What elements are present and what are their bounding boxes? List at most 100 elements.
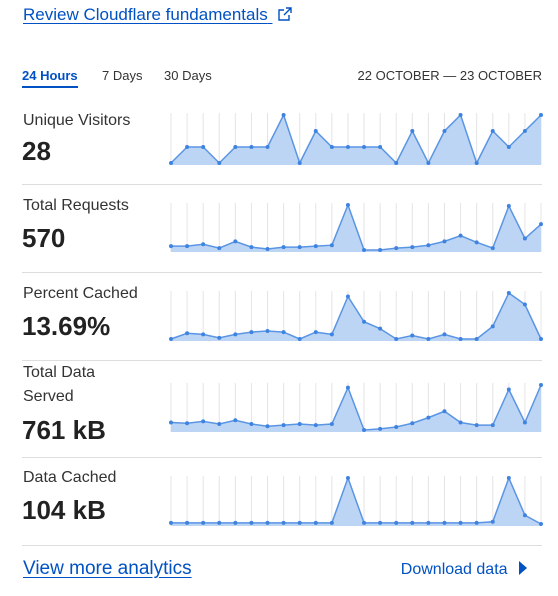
sparkline [169, 475, 543, 526]
sparkline-point [217, 246, 222, 251]
sparkline-point [506, 291, 511, 295]
sparkline-point [362, 428, 367, 432]
sparkline-point [378, 145, 383, 149]
sparkline-point [345, 294, 350, 299]
sparkline-point [185, 520, 190, 525]
sparkline-point [297, 161, 302, 165]
sparkline-point [474, 161, 479, 165]
sparkline-area [171, 385, 541, 432]
metric-row: Total Data Served 761 kB [22, 361, 543, 458]
sparkline-point [297, 520, 302, 525]
metric-label: Total Requests [23, 197, 129, 214]
sparkline-point [345, 145, 350, 149]
tab[interactable]: 30 Days [164, 68, 212, 83]
metric-label: Unique Visitors [23, 112, 131, 129]
tab[interactable]: 7 Days [102, 68, 143, 83]
sparkline-area [171, 115, 541, 165]
sparkline-point [265, 145, 270, 149]
sparkline-point [458, 233, 463, 238]
sparkline-point [185, 145, 190, 149]
sparkline-point [201, 145, 206, 149]
metric-value: 761 kB [22, 415, 106, 445]
sparkline-point [313, 423, 318, 428]
sparkline [169, 113, 543, 165]
sparkline-point [249, 330, 254, 335]
sparkline-point [345, 385, 350, 390]
sparkline-point [442, 409, 447, 414]
sparkline-point [201, 332, 206, 337]
sparkline-point [490, 324, 495, 329]
sparkline-point [265, 424, 270, 429]
sparkline-point [329, 520, 334, 525]
metric-value: 28 [22, 136, 51, 166]
sparkline-point [265, 328, 270, 333]
sparkline-point [474, 337, 479, 341]
sparkline-point [490, 129, 495, 133]
sparkline-point [362, 145, 367, 149]
sparkline-point [522, 420, 527, 425]
sparkline-point [329, 332, 334, 337]
sparkline-point [490, 246, 495, 251]
metric-value: 13.69% [22, 311, 111, 341]
sparkline-point [313, 330, 318, 335]
sparkline-point [249, 145, 254, 149]
sparkline-point [474, 240, 479, 245]
sparkline-point [539, 383, 543, 387]
sparkline-line [170, 291, 542, 340]
sparkline-point [297, 422, 302, 426]
sparkline-point [506, 145, 511, 149]
sparkline-point [539, 337, 543, 341]
metric-label: Total Data Served [23, 364, 96, 405]
sparkline-point [297, 245, 302, 250]
sparkline-point [265, 520, 270, 525]
external-icon [278, 7, 293, 21]
sparkline-point [185, 244, 190, 249]
sparkline-point [474, 520, 479, 525]
sparkline-point [313, 129, 318, 133]
sparkline-point [201, 419, 206, 424]
sparkline-point [410, 520, 415, 525]
sparkline-point [426, 520, 431, 525]
sparkline-point [426, 415, 431, 420]
sparkline [169, 291, 543, 341]
sparkline-point [394, 246, 399, 251]
sparkline-point [474, 423, 479, 428]
sparkline-point [410, 333, 415, 338]
sparkline-point [169, 161, 173, 165]
sparkline-point [345, 476, 350, 480]
arrow-icon [519, 561, 527, 575]
sparkline-area [171, 293, 541, 341]
sparkline-point [169, 420, 173, 425]
view-more-link[interactable]: View more analytics [23, 558, 192, 579]
sparkline-point [329, 145, 334, 149]
sparkline-line [171, 202, 542, 251]
sparkline-point [362, 319, 367, 324]
sparkline-point [329, 422, 334, 426]
sparkline-point [313, 520, 318, 525]
sparkline-point [249, 520, 254, 525]
sparkline-point [522, 302, 527, 307]
metric-label: Data Cached [23, 469, 117, 486]
sparkline-point [458, 337, 463, 341]
sparkline-point [169, 244, 173, 249]
sparkline-point [490, 519, 495, 524]
sparkline-point [426, 243, 431, 248]
download-text[interactable]: Download data [400, 561, 508, 578]
sparkline-point [458, 420, 463, 425]
sparkline-point [506, 387, 511, 392]
sparkline-line [170, 384, 542, 431]
sparkline-point [217, 520, 222, 525]
metric-row: Percent Cached 13.69% [22, 273, 543, 361]
sparkline-point [394, 161, 399, 165]
sparkline [169, 383, 543, 432]
fundamentals-link[interactable]: Review Cloudflare fundamentals [23, 5, 293, 25]
download-link[interactable]: Download data [401, 561, 528, 579]
sparkline-point [410, 245, 415, 250]
tab[interactable]: 24 Hours [22, 68, 78, 88]
metric-label: Percent Cached [23, 285, 138, 302]
link-text[interactable]: Review Cloudflare fundamentals [23, 5, 268, 24]
sparkline-point [378, 248, 383, 252]
sparkline-point [362, 248, 367, 252]
sparkline-point [217, 335, 222, 340]
